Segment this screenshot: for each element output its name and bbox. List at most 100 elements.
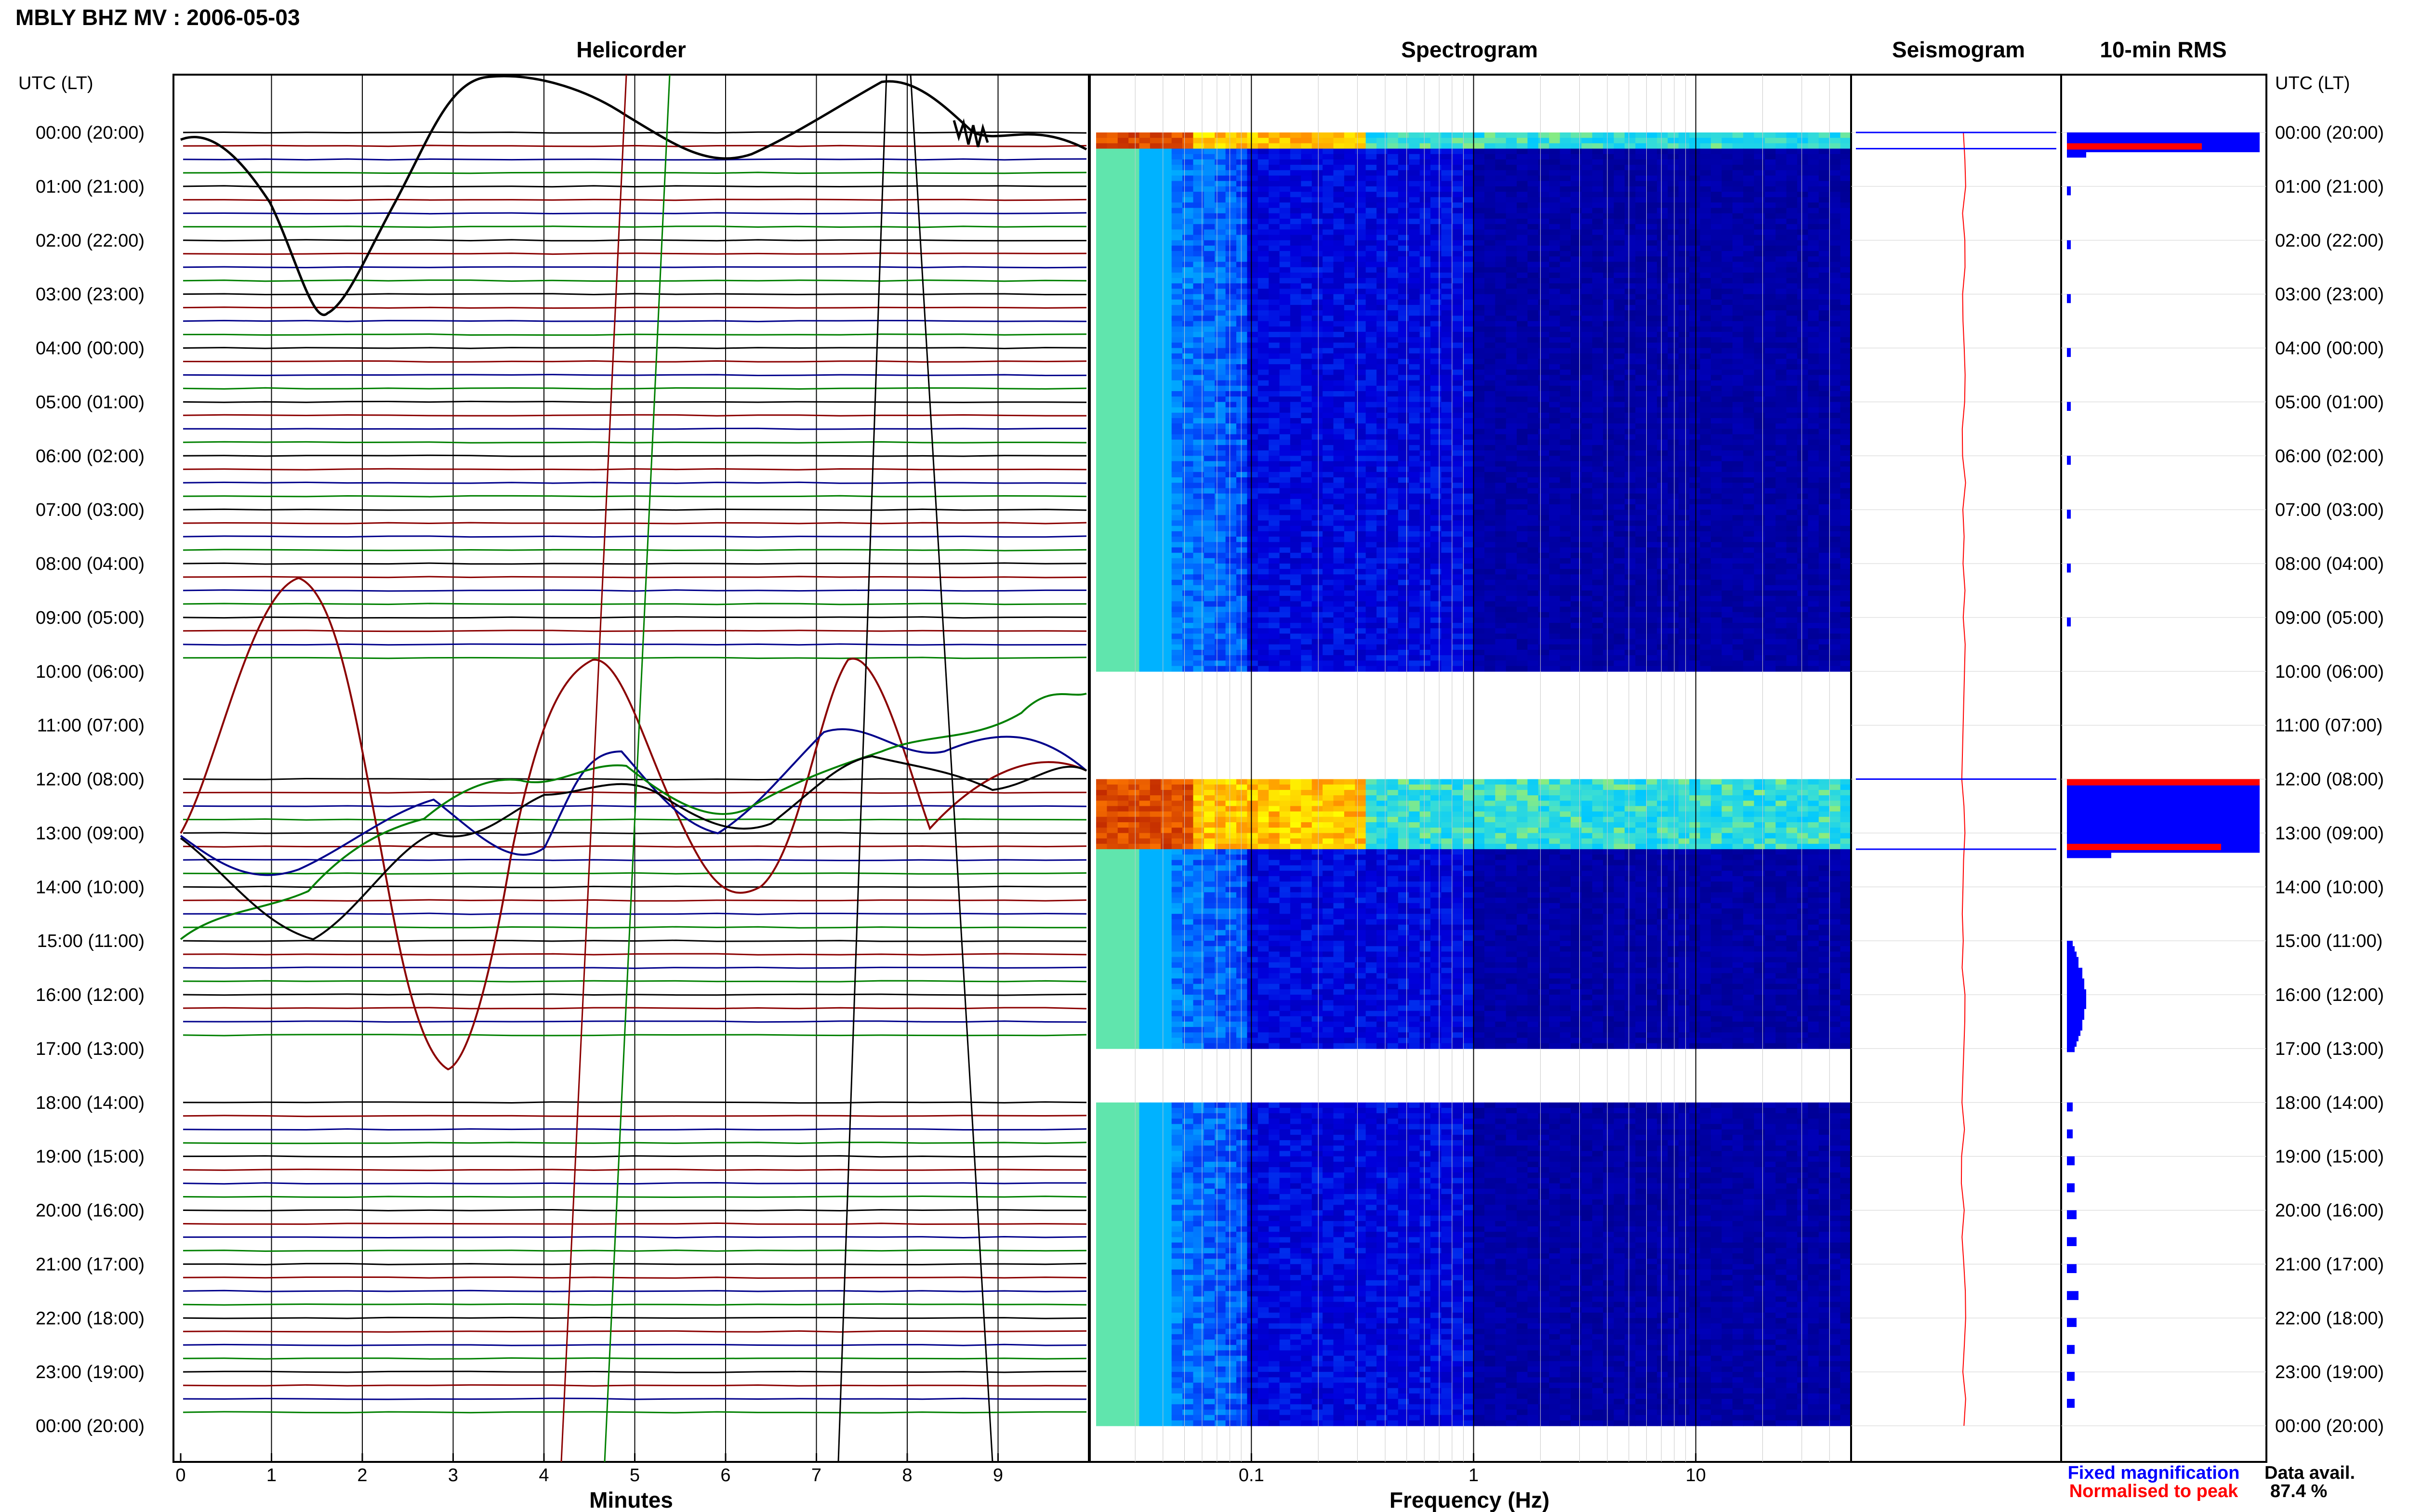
spectrogram-cell — [1571, 138, 1582, 144]
spectrogram-cell — [1571, 154, 1582, 160]
spectrogram-cell — [1775, 219, 1787, 224]
spectrogram-cell — [1506, 154, 1517, 160]
spectrogram-cell — [1560, 272, 1571, 278]
spectrogram-cell — [1301, 289, 1312, 295]
spectrogram-cell — [1171, 251, 1183, 257]
spectrogram-cell — [1657, 213, 1668, 219]
spectrogram-cell — [1225, 461, 1237, 467]
spectrogram-cell — [1560, 316, 1571, 322]
helicorder-trace-line — [183, 1020, 1087, 1023]
spectrogram-cell — [1419, 364, 1431, 370]
spectrogram-cell — [1571, 466, 1582, 473]
spectrogram-cell — [1603, 170, 1615, 176]
spectrogram-cell — [1657, 240, 1668, 246]
spectrogram-cell — [1236, 385, 1248, 392]
spectrogram-cell — [1409, 450, 1420, 456]
spectrogram-cell — [1150, 262, 1161, 268]
spectrogram-cell — [1269, 186, 1280, 192]
spectrogram-cell — [1711, 418, 1722, 424]
spectrogram-cell — [1377, 466, 1388, 473]
spectrogram-cell — [1355, 240, 1366, 246]
spectrogram-cell — [1473, 299, 1485, 305]
spectrogram-cell — [1430, 380, 1442, 386]
spectrogram-cell — [1775, 186, 1787, 192]
spectrogram-cell — [1441, 364, 1453, 370]
spectrogram-cell — [1635, 213, 1647, 219]
spectrogram-cell — [1581, 305, 1593, 311]
spectrogram-cell — [1107, 456, 1118, 462]
spectrogram-cell — [1721, 450, 1733, 456]
spectrogram-cell — [1215, 299, 1226, 305]
spectrogram-cell — [1096, 493, 1108, 500]
spectrogram-cell — [1668, 348, 1679, 354]
spectrogram-cell — [1775, 278, 1787, 284]
spectrogram-cell — [1581, 412, 1593, 419]
spectrogram-cell — [1614, 342, 1625, 349]
spectrogram-cell — [1463, 165, 1474, 171]
spectrogram-cell — [1409, 305, 1420, 311]
spectrogram-cell — [1441, 499, 1453, 505]
spectrogram-cell — [1743, 385, 1755, 392]
spectrogram-cell — [1668, 235, 1679, 241]
spectrogram-cell — [1517, 148, 1528, 155]
spectrogram-cell — [1269, 278, 1280, 284]
spectrogram-cell — [1225, 456, 1237, 462]
spectrogram-cell — [1204, 407, 1215, 413]
spectrogram-cell — [1452, 456, 1463, 462]
spectrogram-cell — [1215, 197, 1226, 203]
spectrogram-cell — [1808, 466, 1819, 473]
spectrogram-cell — [1377, 175, 1388, 182]
spectrogram-cell — [1646, 364, 1657, 370]
spectrogram-cell — [1754, 186, 1765, 192]
spectrogram-cell — [1161, 289, 1172, 295]
spectrogram-cell — [1269, 348, 1280, 354]
spectrogram-cell — [1409, 331, 1420, 338]
spectrogram-cell — [1398, 461, 1409, 467]
spectrogram-cell — [1624, 391, 1636, 397]
spectrogram-cell — [1840, 202, 1852, 209]
spectrogram-cell — [1269, 310, 1280, 316]
spectrogram-cell — [1797, 289, 1809, 295]
spectrogram-cell — [1355, 175, 1366, 182]
spectrogram-cell — [1344, 375, 1355, 381]
spectrogram-cell — [1409, 143, 1420, 149]
spectrogram-cell — [1301, 456, 1312, 462]
spectrogram-cell — [1377, 229, 1388, 236]
spectrogram-cell — [1592, 289, 1603, 295]
spectrogram-cell — [1161, 369, 1172, 376]
helicorder-trace-line — [183, 212, 1087, 215]
spectrogram-cell — [1128, 380, 1140, 386]
spectrogram-cell — [1592, 477, 1603, 483]
spectrogram-cell — [1754, 148, 1765, 155]
spectrogram-cell — [1333, 391, 1345, 397]
spectrogram-cell — [1668, 477, 1679, 483]
spectrogram-cell — [1614, 262, 1625, 268]
spectrogram-cell — [1678, 348, 1690, 354]
spectrogram-cell — [1117, 483, 1129, 489]
spectrogram-cell — [1107, 186, 1118, 192]
spectrogram-cell — [1117, 299, 1129, 305]
spectrogram-cell — [1721, 499, 1733, 505]
spectrogram-cell — [1764, 245, 1776, 251]
spectrogram-cell — [1711, 396, 1722, 403]
spectrogram-cell — [1808, 224, 1819, 230]
time-label-left: 17:00 (13:00) — [36, 1039, 145, 1059]
spectrogram-cell — [1808, 278, 1819, 284]
spectrogram-cell — [1290, 477, 1301, 483]
spectrogram-cell — [1365, 154, 1377, 160]
spectrogram-cell — [1635, 181, 1647, 187]
spectrogram-cell — [1495, 450, 1507, 456]
spectrogram-cell — [1441, 170, 1453, 176]
spectrogram-cell — [1678, 483, 1690, 489]
spectrogram-cell — [1754, 461, 1765, 467]
spectrogram-cell — [1732, 369, 1744, 376]
spectrogram-cell — [1484, 402, 1496, 408]
helicorder-trace-line — [183, 374, 1087, 377]
spectrogram-cell — [1592, 407, 1603, 413]
spectrogram-cell — [1700, 278, 1711, 284]
spectrogram-cell — [1495, 364, 1507, 370]
spectrogram-cell — [1689, 283, 1701, 289]
spectrogram-cell — [1689, 170, 1701, 176]
spectrogram-cell — [1279, 375, 1291, 381]
spectrogram-cell — [1818, 450, 1830, 456]
